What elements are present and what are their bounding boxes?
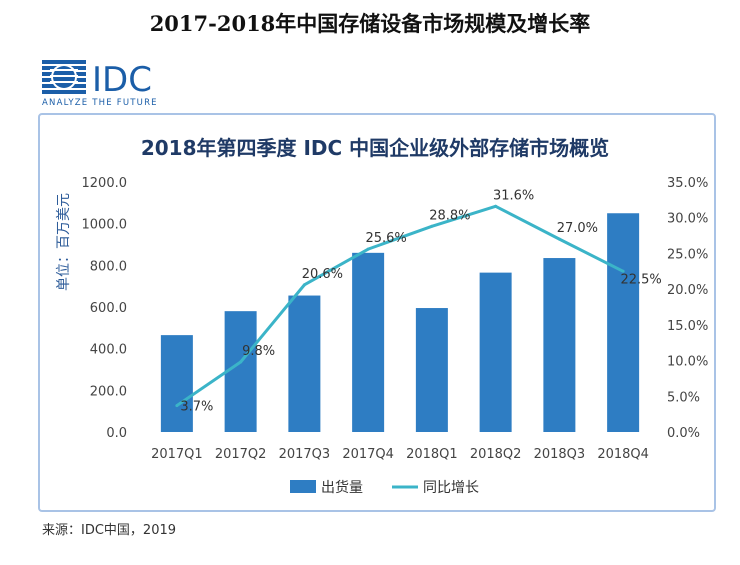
y2-tick-label: 15.0% <box>667 319 708 334</box>
data-label: 25.6% <box>365 231 406 246</box>
x-tick-label: 2018Q1 <box>406 447 458 462</box>
line-point <box>239 360 243 364</box>
line-series: 3.7% 9.8% 20.6% 25.6% 28.8% 31.6% 27.0% 22.5% <box>175 188 662 415</box>
x-tick-label: 2018Q4 <box>597 447 649 462</box>
logo-tagline: ANALYZE THE FUTURE <box>42 98 158 108</box>
line-point <box>366 247 370 251</box>
line-point <box>302 283 306 287</box>
legend-label-growth: 同比增长 <box>423 480 479 496</box>
y2-tick-label: 25.0% <box>667 247 708 262</box>
line-point <box>557 237 561 241</box>
x-tick-label: 2017Q3 <box>279 447 331 462</box>
chart-title: 2018年第四季度 IDC 中国企业级外部存储市场概览 <box>141 136 609 160</box>
logo-text: IDC <box>92 60 152 100</box>
y2-tick-label: 20.0% <box>667 283 708 298</box>
bar <box>543 258 576 432</box>
x-tick-label: 2017Q4 <box>342 447 394 462</box>
bar <box>288 295 321 432</box>
legend-label-shipments: 出货量 <box>321 479 363 496</box>
bar <box>415 308 448 432</box>
line-point <box>621 269 625 273</box>
y-axis-label: 单位：百万美元 <box>56 193 72 291</box>
legend-bar-swatch <box>290 480 316 493</box>
data-label: 27.0% <box>557 221 598 236</box>
y-tick-label: 1200.0 <box>82 176 128 191</box>
data-label: 28.8% <box>429 208 470 223</box>
y-tick-label: 200.0 <box>90 384 127 399</box>
y-tick-label: 600.0 <box>90 301 127 316</box>
line-point <box>175 404 179 408</box>
y2-tick-label: 5.0% <box>667 390 700 405</box>
bar <box>352 252 385 432</box>
bar <box>479 272 512 432</box>
source-note: 来源：IDC中国，2019 <box>42 523 177 538</box>
y2-tick-label: 10.0% <box>667 355 708 370</box>
x-tick-label: 2017Q2 <box>215 447 267 462</box>
bar-series <box>160 213 640 432</box>
page-title: 2017-2018年中国存储设备市场规模及增长率 <box>149 11 591 36</box>
idc-logo: IDC ANALYZE THE FUTURE <box>42 60 158 108</box>
y-tick-label: 1000.0 <box>82 218 128 233</box>
data-label: 31.6% <box>493 188 534 203</box>
y-tick-label: 0.0 <box>106 426 127 441</box>
data-label: 20.6% <box>302 267 343 282</box>
data-label: 3.7% <box>180 400 213 415</box>
y-tick-label: 400.0 <box>90 343 127 358</box>
line-point <box>494 204 498 208</box>
x-axis: 2017Q1 2017Q2 2017Q3 2017Q4 2018Q1 2018Q2 2018… <box>151 447 649 462</box>
data-label: 9.8% <box>242 344 275 359</box>
left-axis: 0.0 200.0 400.0 600.0 800.0 1000.0 1200.0 <box>82 176 128 441</box>
right-axis: 0.0% 5.0% 10.0% 15.0% 20.0% 25.0% 30.0% 35.0% <box>667 176 708 441</box>
y2-tick-label: 0.0% <box>667 426 700 441</box>
y2-tick-label: 30.0% <box>667 212 708 227</box>
bar <box>607 213 640 432</box>
x-tick-label: 2018Q2 <box>470 447 522 462</box>
globe-icon <box>42 60 86 94</box>
y2-tick-label: 35.0% <box>667 176 708 191</box>
line-point <box>430 224 434 228</box>
bar <box>160 335 193 432</box>
growth-line <box>176 204 624 407</box>
legend: 出货量 同比增长 <box>290 479 479 496</box>
y-tick-label: 800.0 <box>90 259 127 274</box>
x-tick-label: 2018Q3 <box>534 447 586 462</box>
x-tick-label: 2017Q1 <box>151 447 203 462</box>
data-label: 22.5% <box>620 272 661 287</box>
bar <box>224 311 257 432</box>
